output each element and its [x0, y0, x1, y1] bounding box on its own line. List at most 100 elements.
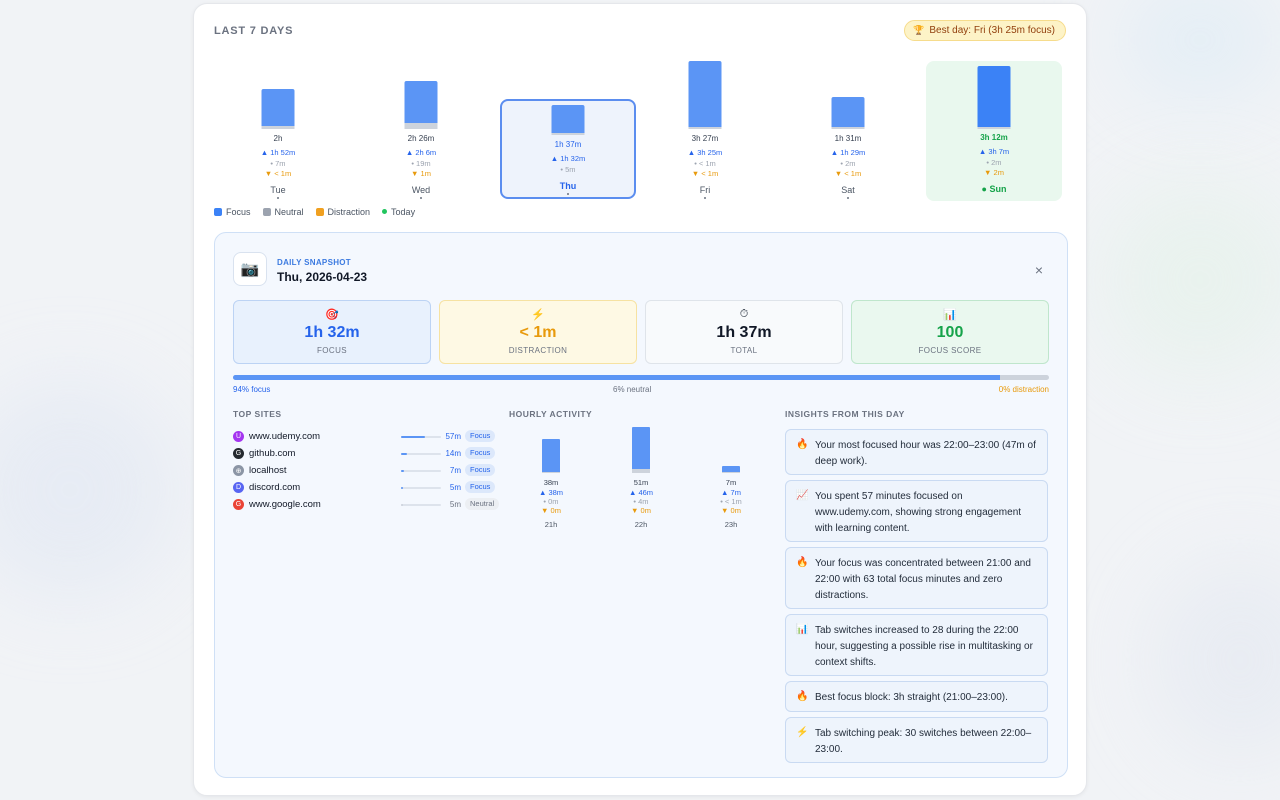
site-favicon-icon: ⊕ — [233, 465, 244, 476]
day-name: Fri — [699, 185, 711, 195]
site-time: 5m — [449, 500, 461, 509]
day-neutral: • 2m — [986, 158, 1002, 167]
day-dot — [567, 193, 569, 195]
insight-icon: 🔥 — [796, 439, 809, 450]
site-time: 57m — [445, 432, 461, 441]
day-bar — [977, 66, 1011, 129]
best-day-badge: 🏆 Best day: Fri (3h 25m focus) — [904, 20, 1066, 41]
background-blob — [1120, 0, 1280, 100]
days-chart: 2h ▲ 1h 52m • 7m ▼ < 1m Tue 2h 26m ▲ 2h … — [214, 56, 1068, 202]
hour-bar[interactable] — [632, 427, 650, 473]
site-bar-track — [401, 453, 441, 455]
day-column-sat[interactable]: 1h 31m ▲ 1h 29m • 2m ▼ < 1m Sat — [780, 56, 916, 202]
day-dot — [704, 197, 706, 199]
hour-distraction: ▼ 0m — [721, 506, 741, 515]
site-row[interactable]: ⊕ localhost 7m Focus — [233, 464, 496, 478]
insight-text: Best focus block: 3h straight (21:00–23:… — [815, 692, 1008, 703]
insight-card: 🔥 Your focus was concentrated between 21:… — [785, 547, 1048, 609]
day-bar — [831, 97, 865, 129]
site-name: www.udemy.com — [249, 431, 321, 442]
site-time: 5m — [449, 483, 461, 492]
day-dot — [420, 197, 422, 199]
site-bar-fill — [401, 504, 403, 506]
snapshot-kicker: DAILY SNAPSHOT — [277, 258, 351, 267]
chart-legend: Focus Neutral Distraction Today — [214, 207, 415, 217]
stat-value: < 1m — [519, 324, 557, 341]
site-bar-fill — [401, 436, 425, 438]
hour-bar[interactable] — [542, 439, 560, 473]
insight-card: 📈 You spent 57 minutes focused on www.ude… — [785, 480, 1048, 542]
day-column-sun[interactable]: 3h 12m ▲ 3h 7m • 2m ▼ 2m ● Sun — [926, 61, 1062, 201]
insights-title: INSIGHTS FROM THIS DAY — [785, 409, 905, 419]
close-icon[interactable]: × — [1034, 262, 1043, 278]
top-sites-title: TOP SITES — [233, 409, 282, 419]
day-column-thu[interactable]: 1h 37m ▲ 1h 32m • 5m Thu — [500, 99, 636, 199]
site-time: 14m — [445, 449, 461, 458]
day-name: Wed — [411, 185, 431, 195]
stopwatch-icon: ⏱ — [739, 308, 749, 320]
insight-text: Your most focused hour was 22:00–23:00 (… — [815, 440, 1036, 467]
hour-total: 51m — [633, 478, 649, 487]
hour-bar[interactable] — [722, 466, 740, 473]
insight-text: Tab switching peak: 30 switches between … — [815, 728, 1032, 755]
site-bar-track — [401, 504, 441, 506]
site-tag: Focus — [465, 464, 496, 476]
day-column-wed[interactable]: 2h 26m ▲ 2h 6m • 19m ▼ 1m Wed — [353, 56, 489, 202]
stat-label: DISTRACTION — [508, 346, 568, 355]
bar-chart-icon: 📊 — [943, 309, 957, 321]
day-distraction: ▼ < 1m — [264, 169, 292, 178]
site-favicon-icon: U — [233, 431, 244, 442]
focus-distribution-bar — [233, 375, 1049, 380]
hour-distraction: ▼ 0m — [631, 506, 651, 515]
insight-card: ⚡ Tab switching peak: 30 switches between… — [785, 717, 1048, 763]
day-column-tue[interactable]: 2h ▲ 1h 52m • 7m ▼ < 1m Tue — [210, 56, 346, 202]
stat-value: 1h 32m — [304, 324, 360, 341]
site-bar-fill — [401, 453, 407, 455]
background-blob — [0, 380, 180, 600]
site-bar-fill — [401, 487, 403, 489]
hourly-activity-title: HOURLY ACTIVITY — [509, 409, 593, 419]
day-total: 1h 31m — [834, 134, 862, 143]
day-bar — [688, 61, 722, 129]
day-name: ● Sun — [981, 184, 1007, 194]
insight-icon: 🔥 — [796, 691, 809, 702]
day-focus: ▲ 1h 52m — [260, 148, 296, 157]
site-favicon-icon: G — [233, 448, 244, 459]
day-neutral: • 5m — [560, 165, 576, 174]
site-favicon-icon: G — [233, 499, 244, 510]
camera-icon: 📷 — [233, 252, 267, 286]
snapshot-date: Thu, 2026-04-23 — [277, 270, 368, 284]
insight-text: Your focus was concentrated between 21:0… — [815, 558, 1031, 601]
insight-icon: ⚡ — [796, 727, 809, 738]
site-time: 7m — [449, 466, 461, 475]
insight-text: You spent 57 minutes focused on www.udem… — [815, 491, 1022, 534]
day-distraction: ▼ 1m — [411, 169, 431, 178]
distraction-pct-label: 0% distraction — [998, 385, 1049, 394]
day-total: 1h 37m — [554, 140, 582, 149]
focus-pct-label: 94% focus — [233, 385, 271, 394]
hour-neutral: • < 1m — [720, 497, 742, 506]
section-title: LAST 7 DAYS — [214, 25, 294, 37]
site-name: localhost — [249, 465, 287, 476]
stat-value: 1h 37m — [716, 324, 772, 341]
insight-card: 📊 Tab switches increased to 28 during the… — [785, 614, 1048, 676]
day-bar — [404, 81, 438, 129]
day-column-fri[interactable]: 3h 27m ▲ 3h 25m • < 1m ▼ < 1m Fri — [637, 56, 773, 202]
day-name: Sat — [841, 185, 855, 195]
legend-distraction: Distraction — [315, 207, 370, 217]
stat-focus: 🎯 1h 32m FOCUS — [233, 300, 431, 364]
insight-text: Tab switches increased to 28 during the … — [815, 625, 1033, 668]
day-focus: ▲ 2h 6m — [405, 148, 437, 157]
day-neutral: • 19m — [411, 159, 431, 168]
weekly-card: LAST 7 DAYS 🏆 Best day: Fri (3h 25m focu… — [193, 3, 1087, 796]
day-bar — [551, 105, 585, 135]
site-tag: Focus — [465, 430, 496, 442]
day-distraction: ▼ < 1m — [691, 169, 719, 178]
site-bar-track — [401, 436, 441, 438]
day-neutral: • 2m — [840, 159, 856, 168]
insight-card: 🔥 Best focus block: 3h straight (21:00–23… — [785, 681, 1048, 712]
